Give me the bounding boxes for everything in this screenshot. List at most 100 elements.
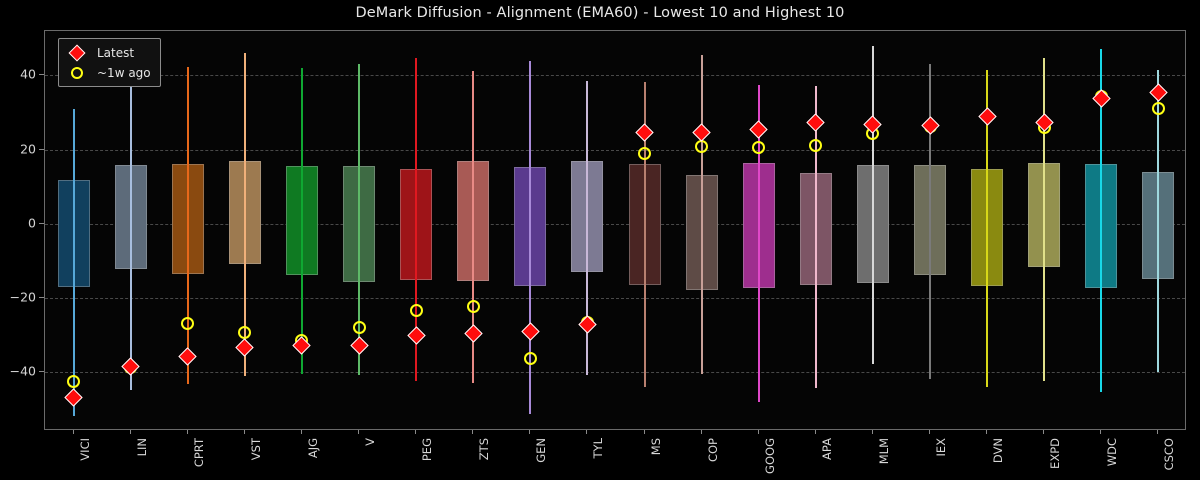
range-line — [358, 63, 361, 376]
prev-week-marker — [67, 374, 81, 388]
prev-week-marker — [809, 138, 823, 152]
prev-week-marker — [752, 141, 766, 155]
x-tick-label-dvn: DVN — [991, 438, 1006, 464]
x-tick-mark — [1100, 430, 1102, 434]
x-tick-label-ms: MS — [648, 438, 663, 456]
latest-marker — [920, 116, 940, 136]
prev-week-marker — [466, 300, 480, 314]
y-tick-label: 40 — [20, 66, 36, 82]
latest-marker — [406, 326, 426, 345]
prev-week-marker — [352, 320, 366, 334]
x-axis: VICI LIN CPRT VST AJG V PEG ZTS GEN TYL MS COP GOOG A… — [0, 430, 1200, 480]
x-tick-mark — [243, 430, 245, 434]
x-tick-label-zts: ZTS — [477, 438, 492, 461]
x-tick-label-goog: GOOG — [762, 438, 777, 474]
x-tick-mark — [814, 430, 816, 434]
gridline — [45, 371, 1185, 373]
range-line — [586, 81, 589, 375]
range-line — [72, 108, 75, 417]
x-tick-label-cop: COP — [705, 438, 720, 463]
legend-label-prev: ~1w ago — [97, 65, 151, 80]
latest-marker — [692, 123, 711, 142]
x-tick-mark — [72, 430, 74, 434]
range-line — [757, 84, 760, 403]
latest-marker — [464, 324, 483, 344]
x-tick-label-cprt: CPRT — [191, 438, 206, 468]
latest-marker — [806, 113, 826, 133]
range-line — [129, 77, 132, 391]
x-tick-label-lin: LIN — [134, 438, 149, 457]
x-tick-mark — [529, 430, 531, 434]
x-tick-label-vst: VST — [248, 438, 263, 461]
prev-week-marker — [695, 140, 709, 154]
latest-marker — [1092, 89, 1111, 108]
x-tick-label-csco: CSCO — [1162, 438, 1177, 471]
latest-marker — [64, 388, 83, 407]
latest-marker — [349, 336, 369, 356]
chart-legend: Latest ~1w ago — [58, 38, 161, 87]
latest-diamond-icon — [66, 44, 88, 61]
x-tick-label-apa: APA — [819, 438, 834, 460]
prev-week-marker — [238, 326, 252, 340]
range-line — [529, 61, 532, 415]
prev-circle-icon — [66, 66, 88, 79]
x-tick-mark — [1043, 430, 1045, 434]
x-tick-mark — [129, 430, 131, 434]
x-tick-mark — [300, 430, 302, 434]
x-tick-mark — [757, 430, 759, 434]
x-tick-mark — [415, 430, 417, 434]
y-tick-mark — [39, 296, 44, 298]
range-line — [186, 67, 189, 384]
gridline — [45, 149, 1185, 151]
x-tick-mark — [472, 430, 474, 434]
range-line — [814, 85, 817, 389]
range-line — [700, 55, 703, 374]
gridline — [45, 75, 1185, 77]
range-line — [1100, 48, 1103, 393]
x-tick-mark — [586, 430, 588, 434]
y-tick-label: 20 — [20, 141, 36, 157]
x-tick-label-vici: VICI — [77, 438, 92, 461]
x-tick-label-gen: GEN — [534, 438, 549, 463]
x-tick-label-ajg: AJG — [305, 438, 320, 459]
gridline — [45, 223, 1185, 225]
range-line — [929, 63, 932, 380]
latest-marker — [178, 346, 197, 366]
x-tick-mark — [986, 430, 988, 434]
x-tick-label-tyl: TYL — [591, 438, 606, 459]
range-line — [1043, 57, 1046, 381]
latest-marker — [749, 119, 768, 139]
gridline — [45, 297, 1185, 299]
x-tick-mark — [929, 430, 931, 434]
x-tick-label-wdc: WDC — [1105, 438, 1120, 467]
x-tick-mark — [871, 430, 873, 434]
x-tick-label-expd: EXPD — [1048, 438, 1063, 469]
range-line — [643, 82, 646, 387]
legend-label-latest: Latest — [97, 45, 135, 60]
legend-item-latest: Latest — [66, 44, 151, 61]
y-tick-label: −20 — [9, 289, 36, 305]
y-tick-mark — [39, 74, 44, 76]
latest-marker — [1149, 82, 1168, 102]
prev-week-marker — [409, 304, 423, 318]
x-tick-mark — [358, 430, 360, 434]
x-tick-mark — [186, 430, 188, 434]
prev-week-marker — [523, 352, 537, 366]
y-tick-mark — [39, 370, 44, 372]
latest-marker — [521, 322, 540, 341]
range-line — [415, 57, 418, 381]
range-line — [986, 69, 989, 388]
range-line — [300, 68, 303, 374]
latest-marker — [977, 107, 997, 127]
y-tick-label: −40 — [9, 363, 36, 379]
y-tick-mark — [39, 148, 44, 150]
x-tick-mark — [1157, 430, 1159, 434]
prev-week-marker — [181, 317, 195, 331]
range-line — [472, 71, 475, 383]
x-tick-mark — [643, 430, 645, 434]
legend-item-prev: ~1w ago — [66, 64, 151, 81]
range-line — [871, 45, 874, 364]
x-tick-label-mlm: MLM — [876, 438, 891, 465]
range-line — [1157, 69, 1160, 373]
